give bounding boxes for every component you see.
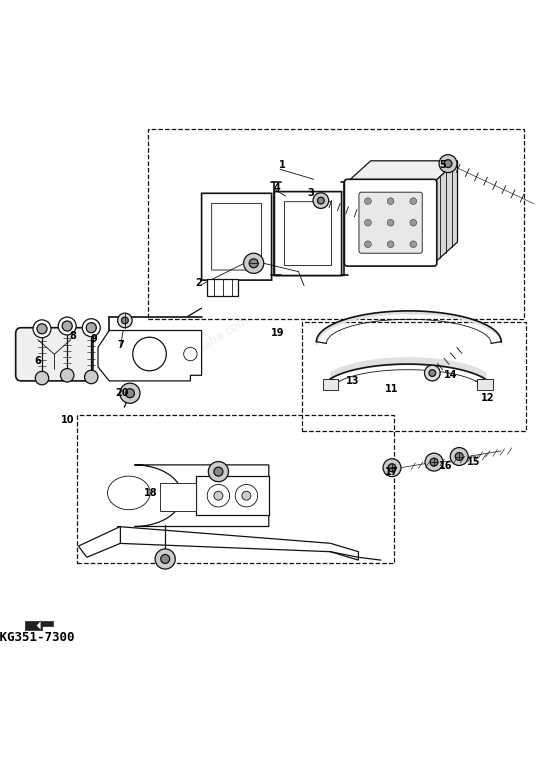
- Circle shape: [410, 198, 417, 205]
- Circle shape: [365, 241, 371, 247]
- Circle shape: [60, 369, 74, 382]
- Polygon shape: [98, 331, 202, 381]
- Circle shape: [120, 383, 140, 404]
- Text: 15: 15: [466, 457, 480, 467]
- Bar: [323, 379, 338, 390]
- Text: 2: 2: [195, 278, 202, 288]
- Circle shape: [242, 491, 251, 500]
- Text: 19: 19: [270, 329, 284, 339]
- Circle shape: [86, 322, 96, 332]
- Text: 16: 16: [438, 461, 452, 471]
- Circle shape: [365, 198, 371, 205]
- FancyBboxPatch shape: [16, 328, 93, 381]
- Text: 6: 6: [35, 356, 41, 366]
- Circle shape: [383, 458, 401, 477]
- Circle shape: [125, 389, 134, 397]
- Bar: [196, 476, 269, 516]
- Polygon shape: [25, 621, 53, 630]
- Circle shape: [118, 313, 132, 328]
- Text: 7: 7: [117, 339, 124, 349]
- Text: 13: 13: [346, 376, 360, 386]
- Polygon shape: [347, 161, 458, 182]
- Polygon shape: [78, 526, 120, 557]
- Text: 8: 8: [69, 331, 76, 341]
- Text: 18: 18: [144, 488, 158, 498]
- Circle shape: [161, 554, 170, 564]
- Text: 4: 4: [274, 182, 281, 192]
- Circle shape: [184, 347, 197, 361]
- Circle shape: [122, 317, 128, 324]
- Text: 5: 5: [439, 160, 446, 170]
- Circle shape: [155, 549, 175, 569]
- Circle shape: [430, 458, 438, 466]
- Circle shape: [439, 155, 457, 172]
- FancyBboxPatch shape: [344, 179, 437, 266]
- Circle shape: [62, 321, 72, 331]
- Text: 17: 17: [385, 467, 399, 477]
- Circle shape: [388, 198, 394, 205]
- Circle shape: [37, 324, 47, 334]
- Circle shape: [450, 448, 468, 465]
- Circle shape: [365, 220, 371, 226]
- Circle shape: [388, 220, 394, 226]
- Circle shape: [58, 317, 76, 335]
- Bar: [160, 483, 196, 511]
- Circle shape: [214, 491, 223, 500]
- Circle shape: [33, 320, 51, 338]
- Circle shape: [35, 371, 49, 385]
- Circle shape: [429, 369, 436, 376]
- Circle shape: [424, 365, 440, 381]
- Circle shape: [318, 197, 324, 204]
- Circle shape: [249, 259, 258, 267]
- Text: 2KG351-7300: 2KG351-7300: [0, 631, 75, 644]
- Polygon shape: [434, 161, 458, 264]
- Text: 3: 3: [307, 189, 314, 199]
- Text: 12: 12: [480, 393, 494, 403]
- Circle shape: [82, 318, 100, 337]
- Polygon shape: [36, 621, 41, 630]
- Text: 11: 11: [385, 384, 399, 394]
- Circle shape: [244, 254, 264, 274]
- Text: 14: 14: [444, 370, 458, 380]
- Circle shape: [388, 464, 396, 472]
- Polygon shape: [134, 465, 269, 526]
- Bar: [477, 379, 493, 390]
- Circle shape: [133, 337, 166, 371]
- Circle shape: [455, 452, 463, 461]
- Bar: [207, 279, 238, 296]
- Circle shape: [207, 485, 230, 507]
- Polygon shape: [118, 526, 358, 560]
- Circle shape: [425, 453, 443, 471]
- Circle shape: [444, 160, 452, 168]
- Circle shape: [410, 220, 417, 226]
- Text: 10: 10: [60, 415, 74, 425]
- Text: www.yamaha.com: www.yamaha.com: [152, 313, 251, 382]
- Circle shape: [85, 370, 98, 383]
- Circle shape: [388, 241, 394, 247]
- Circle shape: [235, 485, 258, 507]
- Text: 9: 9: [91, 334, 97, 344]
- Circle shape: [214, 467, 223, 476]
- Circle shape: [410, 241, 417, 247]
- Text: 1: 1: [279, 160, 286, 170]
- Text: 20: 20: [115, 388, 129, 398]
- Circle shape: [208, 461, 228, 482]
- Circle shape: [313, 192, 329, 209]
- FancyBboxPatch shape: [359, 192, 422, 254]
